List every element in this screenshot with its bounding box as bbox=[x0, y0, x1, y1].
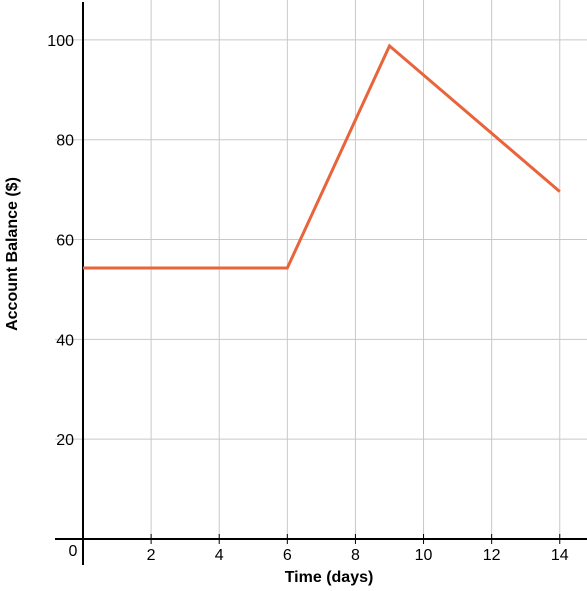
x-axis-title: Time (days) bbox=[285, 569, 374, 586]
y-tick-label-60: 60 bbox=[56, 233, 74, 250]
axes bbox=[55, 2, 587, 565]
y-tick-label-40: 40 bbox=[56, 332, 74, 349]
grid bbox=[55, 0, 587, 539]
series bbox=[83, 43, 561, 270]
series-line-1 bbox=[83, 43, 561, 270]
origin-label: 0 bbox=[69, 543, 78, 560]
x-tick-label-8: 8 bbox=[351, 547, 360, 564]
x-tick-label-10: 10 bbox=[415, 547, 433, 564]
x-tick-label-4: 4 bbox=[215, 547, 224, 564]
x-tick-label-12: 12 bbox=[483, 547, 501, 564]
y-tick-label-80: 80 bbox=[56, 133, 74, 150]
x-tick-label-2: 2 bbox=[147, 547, 156, 564]
y-tick-label-20: 20 bbox=[56, 432, 74, 449]
x-tick-label-6: 6 bbox=[283, 547, 292, 564]
y-tick-label-100: 100 bbox=[47, 33, 74, 50]
tick-labels: 2 4 6 8 10 12 14 20 40 60 80 100 bbox=[47, 33, 568, 564]
y-axis-title: Account Balance ($) bbox=[4, 177, 21, 331]
x-tick-label-14: 14 bbox=[551, 547, 569, 564]
